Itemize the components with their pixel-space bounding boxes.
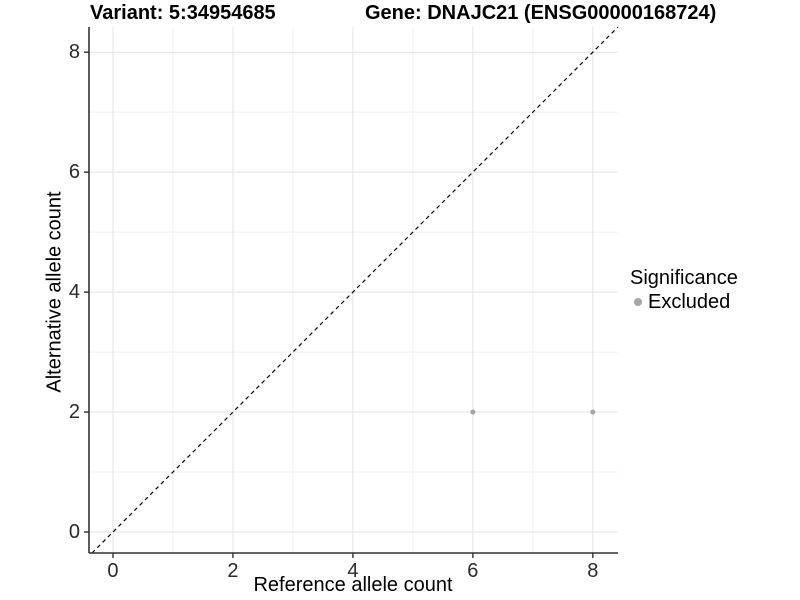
legend-item-excluded: Excluded (630, 290, 738, 314)
y-tick-label: 2 (68, 401, 80, 424)
x-tick-label: 6 (467, 560, 479, 582)
legend-point-icon (634, 298, 642, 306)
x-tick-label: 8 (587, 560, 599, 582)
data-point (590, 409, 596, 415)
plot-title-variant: Variant: 5:34954685 (90, 2, 276, 24)
data-point (470, 409, 476, 415)
y-tick-label: 0 (68, 521, 80, 543)
legend-item-label: Excluded (648, 290, 731, 313)
legend: Significance Excluded (630, 266, 738, 314)
legend-title: Significance (630, 267, 738, 289)
y-tick-label: 8 (68, 41, 80, 64)
y-tick-label: 6 (68, 161, 80, 184)
x-axis-label: Reference allele count (253, 574, 453, 596)
plot-title-gene: Gene: DNAJC21 (ENSG00000168724) (365, 2, 717, 24)
x-tick-label: 2 (227, 560, 239, 582)
identity-line (91, 26, 619, 554)
y-tick-label: 4 (68, 281, 80, 304)
x-tick-label: 4 (347, 560, 359, 582)
x-tick-label: 0 (107, 560, 119, 582)
